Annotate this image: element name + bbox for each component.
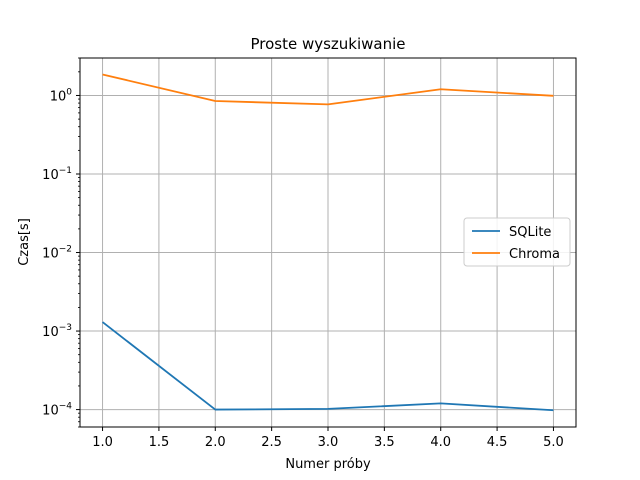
y-tick-label: 10−2 (42, 245, 72, 262)
legend-label: SQLite (509, 225, 551, 240)
series-lines (101, 73, 554, 412)
x-tick-label: 4.0 (430, 435, 451, 450)
legend-box (463, 217, 571, 267)
x-axis-ticks: 1.0 1.5 2.0 2.5 3.0 3.5 4.0 4.5 5.0 (92, 427, 564, 450)
y-tick-label: 10−3 (42, 323, 72, 340)
x-tick-label: 2.5 (261, 435, 282, 450)
y-axis-ticks: 10−4 10−3 10−2 10−1 100 (42, 57, 80, 428)
x-tick-label: 4.5 (487, 435, 508, 450)
x-tick-label: 1.5 (149, 435, 170, 450)
series-line-sqlite (101, 321, 554, 412)
x-axis-label: Numer próby (285, 457, 371, 472)
series-line-chroma (102, 73, 554, 106)
y-axis-label: Czas[s] (17, 218, 32, 266)
x-tick-label: 2.0 (205, 435, 226, 450)
y-tick-label: 10−1 (42, 166, 72, 183)
x-tick-label: 5.0 (543, 435, 564, 450)
x-tick-label: 3.5 (374, 435, 395, 450)
x-tick-label: 1.0 (92, 435, 113, 450)
x-tick-label: 3.0 (318, 435, 339, 450)
legend: SQLite Chroma (463, 217, 571, 267)
legend-label: Chroma (509, 247, 560, 262)
y-tick-label: 100 (50, 87, 73, 104)
y-tick-label: 10−4 (42, 402, 72, 419)
chart-title: Proste wyszukiwanie (250, 35, 405, 53)
